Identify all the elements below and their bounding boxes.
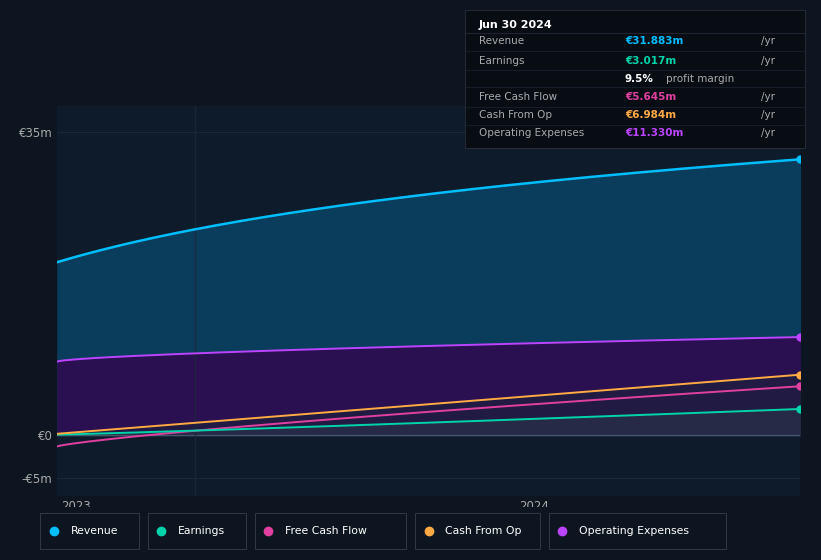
Text: profit margin: profit margin xyxy=(666,74,734,84)
Text: /yr: /yr xyxy=(761,55,775,66)
Text: Cash From Op: Cash From Op xyxy=(445,526,521,536)
Text: Operating Expenses: Operating Expenses xyxy=(479,128,584,138)
Text: Free Cash Flow: Free Cash Flow xyxy=(479,92,557,102)
Text: /yr: /yr xyxy=(761,36,775,46)
Text: Free Cash Flow: Free Cash Flow xyxy=(285,526,367,536)
Text: Cash From Op: Cash From Op xyxy=(479,110,552,120)
FancyBboxPatch shape xyxy=(148,513,245,549)
Text: /yr: /yr xyxy=(761,110,775,120)
FancyBboxPatch shape xyxy=(415,513,539,549)
Text: 9.5%: 9.5% xyxy=(625,74,654,84)
Text: Earnings: Earnings xyxy=(178,526,225,536)
FancyBboxPatch shape xyxy=(548,513,727,549)
Text: Operating Expenses: Operating Expenses xyxy=(579,526,689,536)
Text: Earnings: Earnings xyxy=(479,55,524,66)
Text: Jun 30 2024: Jun 30 2024 xyxy=(479,20,553,30)
Text: Revenue: Revenue xyxy=(71,526,118,536)
Text: €11.330m: €11.330m xyxy=(625,128,683,138)
Text: /yr: /yr xyxy=(761,128,775,138)
Text: €31.883m: €31.883m xyxy=(625,36,683,46)
FancyBboxPatch shape xyxy=(255,513,406,549)
Text: Revenue: Revenue xyxy=(479,36,524,46)
Text: €6.984m: €6.984m xyxy=(625,110,676,120)
Text: €5.645m: €5.645m xyxy=(625,92,676,102)
Text: €3.017m: €3.017m xyxy=(625,55,676,66)
Text: /yr: /yr xyxy=(761,92,775,102)
FancyBboxPatch shape xyxy=(40,513,139,549)
